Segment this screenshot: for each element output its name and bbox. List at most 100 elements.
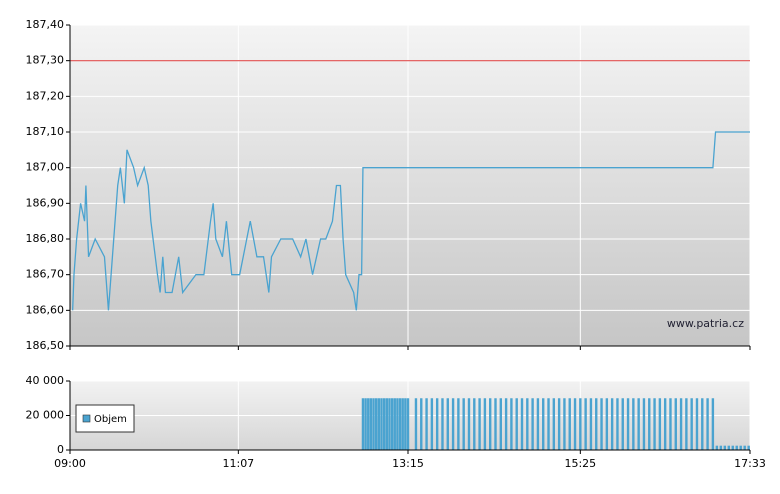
volume-bar	[367, 398, 370, 450]
volume-bar	[706, 398, 709, 450]
volume-bar	[685, 398, 688, 450]
y-tick-label: 187,10	[26, 125, 65, 138]
volume-bar	[648, 398, 651, 450]
x-tick-label: 09:00	[54, 457, 86, 470]
volume-bar	[420, 398, 423, 450]
volume-bar	[380, 398, 383, 450]
volume-bar	[385, 398, 389, 450]
volume-bar	[504, 398, 508, 450]
volume-bar	[735, 445, 738, 450]
volume-bar	[557, 398, 561, 450]
volume-bar	[563, 398, 566, 450]
volume-bar	[663, 398, 667, 450]
volume-bar	[488, 398, 492, 450]
volume-bar	[414, 398, 418, 450]
volume-bar	[542, 398, 545, 450]
volume-bar	[632, 398, 635, 450]
volume-bar	[404, 398, 407, 450]
volume-bar	[584, 398, 587, 450]
y-tick-label: 187,40	[26, 18, 65, 31]
x-tick-label: 11:07	[222, 457, 254, 470]
y-tick-label: 187,30	[26, 54, 65, 67]
volume-bar	[605, 398, 609, 450]
volume-bar	[396, 398, 399, 450]
volume-bar	[531, 398, 534, 450]
volume-bar	[499, 398, 502, 450]
y-tick-label: 40 000	[26, 374, 65, 387]
volume-bar	[451, 398, 455, 450]
volume-bar	[473, 398, 476, 450]
y-tick-label: 186,50	[26, 339, 65, 352]
volume-bar	[536, 398, 540, 450]
volume-bar	[446, 398, 449, 450]
volume-bar	[515, 398, 518, 450]
volume-bar	[637, 398, 640, 450]
y-tick-label: 187,00	[26, 161, 65, 174]
volume-bar	[478, 398, 481, 450]
x-tick-label: 13:15	[392, 457, 424, 470]
x-tick-label: 17:33	[734, 457, 766, 470]
volume-bar	[723, 445, 727, 450]
y-tick-label: 186,60	[26, 303, 65, 316]
volume-bar	[743, 445, 746, 450]
volume-bar	[653, 398, 656, 450]
volume-bar	[589, 398, 593, 450]
volume-bar	[616, 398, 619, 450]
volume-bar	[401, 398, 404, 450]
plot-area	[70, 25, 750, 346]
volume-bar	[727, 445, 730, 450]
volume-bar	[361, 398, 365, 450]
y-tick-label: 186,70	[26, 268, 65, 281]
volume-bar	[374, 398, 378, 450]
volume-bar	[719, 445, 723, 450]
y-tick-label: 187,20	[26, 89, 65, 102]
legend-label: Objem	[94, 414, 127, 425]
y-tick-label: 20 000	[26, 409, 65, 422]
volume-bar	[658, 398, 662, 450]
volume-bar	[600, 398, 603, 450]
volume-bar	[510, 398, 513, 450]
volume-bar	[573, 398, 577, 450]
volume-bar	[441, 398, 444, 450]
volume-bar	[435, 398, 439, 450]
volume-bar	[364, 398, 367, 450]
volume-bar	[701, 398, 704, 450]
volume-bar	[425, 398, 428, 450]
volume-bar	[483, 398, 487, 450]
volume-bar	[552, 398, 556, 450]
volume-bar	[520, 398, 524, 450]
volume-bar	[690, 398, 693, 450]
volume-bar	[382, 398, 386, 450]
volume-bar	[595, 398, 598, 450]
volume-bar	[621, 398, 624, 450]
volume-bar	[739, 445, 742, 450]
volume-bar	[494, 398, 497, 450]
volume-bar	[406, 398, 410, 450]
volume-bar	[467, 398, 471, 450]
price-line	[72, 131, 750, 311]
volume-bar	[388, 398, 391, 450]
volume-bar	[674, 398, 677, 450]
volume-bar	[430, 398, 434, 450]
volume-bar	[568, 398, 571, 450]
y-tick-label: 186,90	[26, 196, 65, 209]
volume-bar	[377, 398, 381, 450]
volume-bar	[547, 398, 550, 450]
volume-bar	[731, 445, 734, 450]
volume-bar	[747, 445, 750, 450]
volume-bar	[610, 398, 614, 450]
volume-bar	[398, 398, 402, 450]
watermark: www.patria.cz	[667, 317, 744, 330]
y-tick-label: 0	[57, 443, 64, 456]
volume-bar	[642, 398, 646, 450]
volume-bar	[457, 398, 460, 450]
volume-bar	[526, 398, 529, 450]
volume-bar	[669, 398, 672, 450]
volume-bar	[695, 398, 699, 450]
volume-bar	[393, 398, 396, 450]
volume-bar	[462, 398, 465, 450]
volume-bar	[679, 398, 683, 450]
volume-bar	[579, 398, 582, 450]
